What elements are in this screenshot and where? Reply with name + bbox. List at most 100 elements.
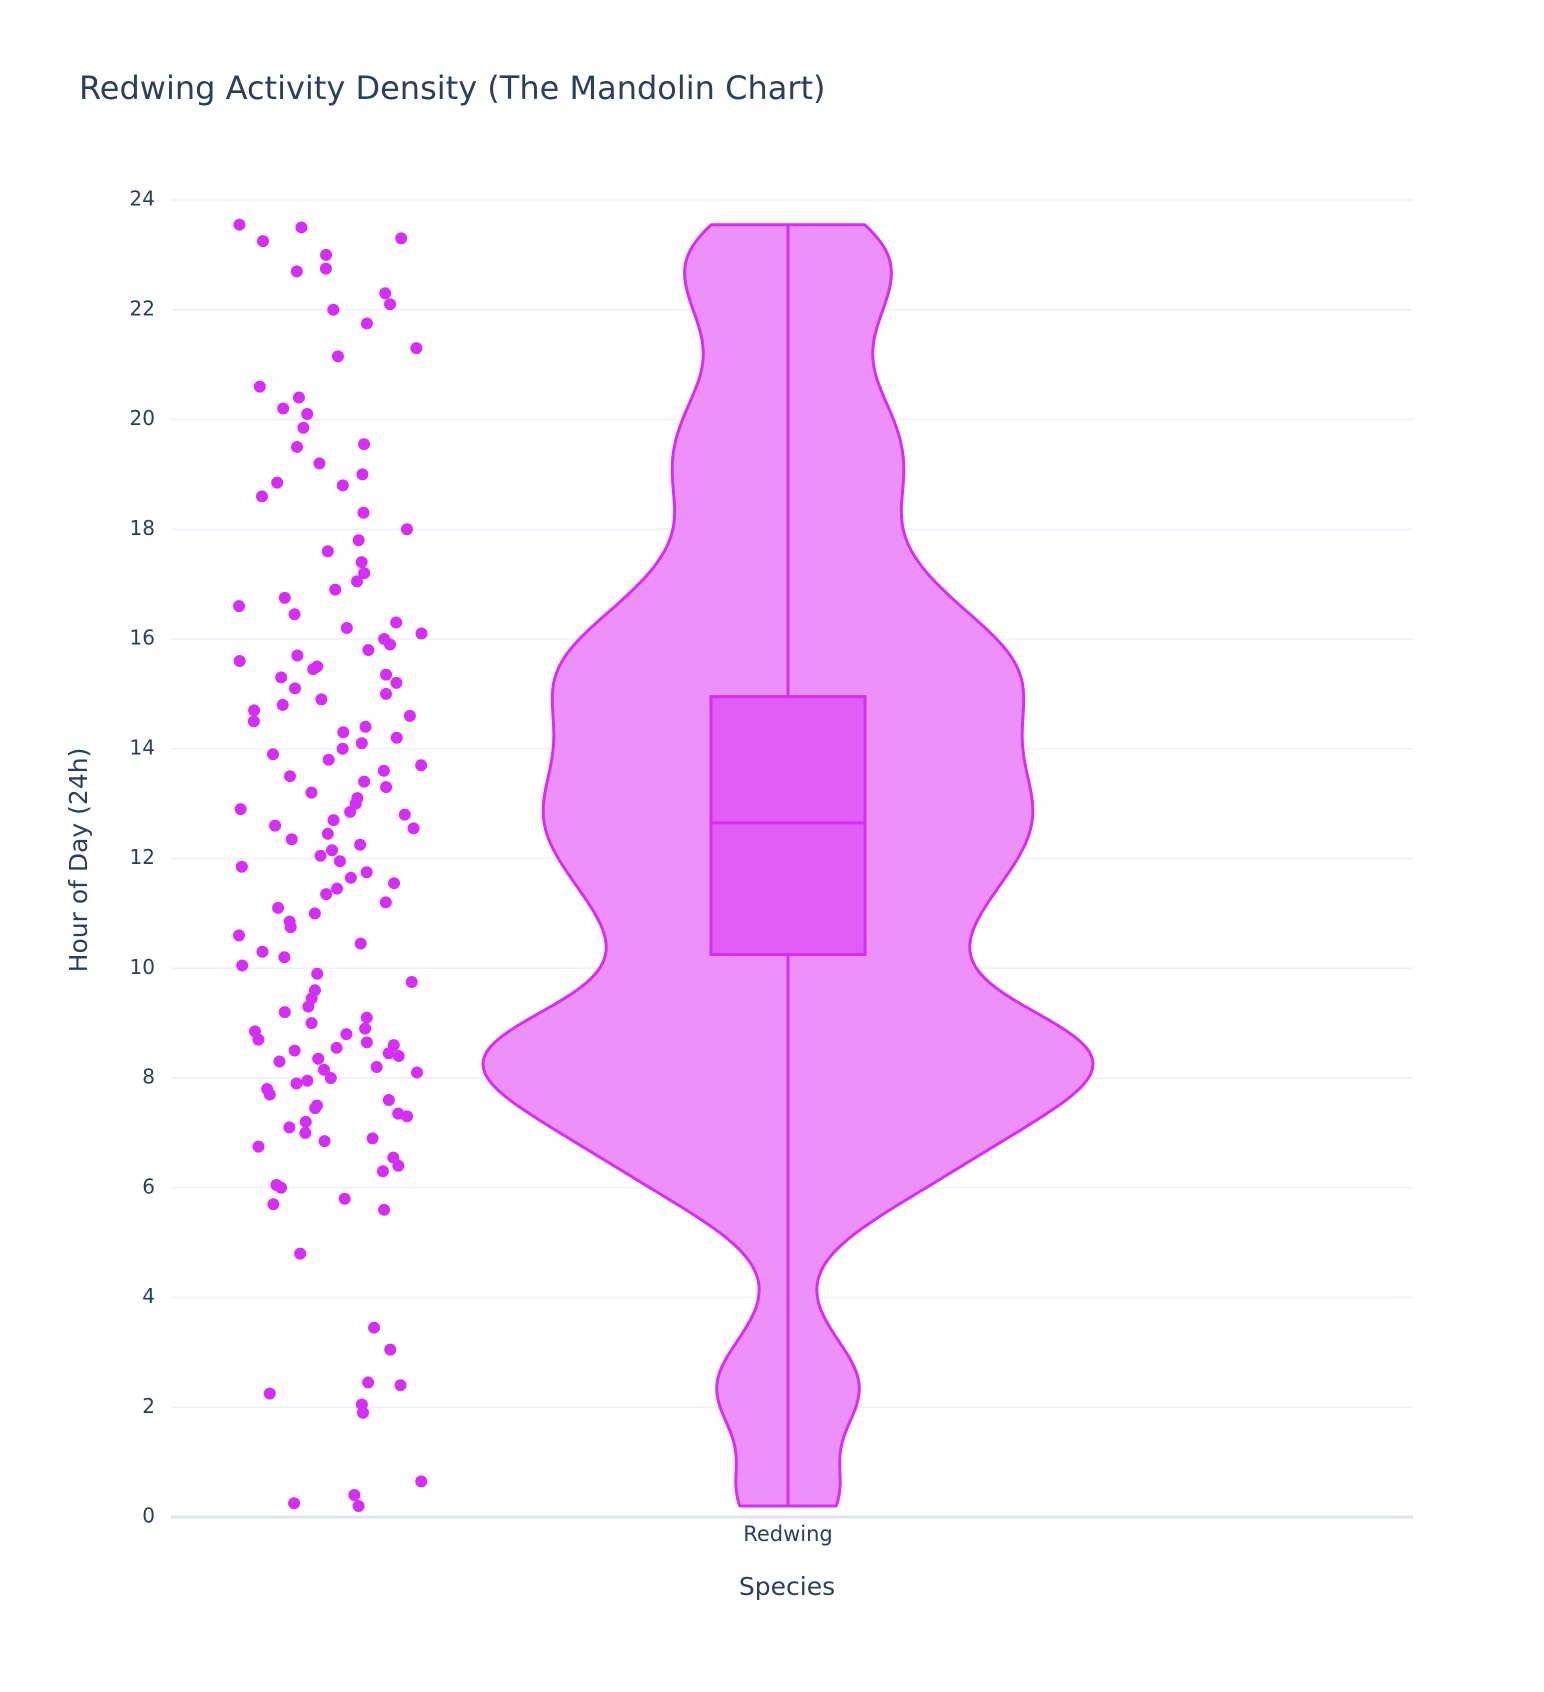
data-point <box>357 506 370 519</box>
data-point <box>315 693 328 706</box>
data-point <box>355 1398 368 1411</box>
data-point <box>288 682 301 695</box>
data-point <box>310 1099 323 1112</box>
data-point <box>247 715 260 728</box>
data-point <box>358 438 371 451</box>
data-point <box>311 967 324 980</box>
data-point <box>366 1132 379 1145</box>
data-point <box>267 748 280 761</box>
box <box>709 695 867 957</box>
data-point <box>360 1036 373 1049</box>
data-point <box>322 753 335 766</box>
data-point <box>320 888 333 901</box>
data-point <box>415 759 428 772</box>
data-point <box>340 622 353 635</box>
data-point <box>234 803 247 816</box>
data-point <box>283 1121 296 1134</box>
y-tick-label: 8 <box>142 1065 155 1089</box>
data-point <box>273 1055 286 1068</box>
data-point <box>400 523 413 536</box>
data-point <box>321 545 334 558</box>
data-point <box>337 726 350 739</box>
data-point <box>292 391 305 404</box>
y-tick-label: 2 <box>142 1394 155 1418</box>
data-point <box>248 1025 261 1038</box>
data-point <box>291 440 304 453</box>
data-point <box>301 1074 314 1087</box>
data-point <box>415 627 428 640</box>
data-point <box>312 1052 325 1065</box>
data-point <box>291 649 304 662</box>
data-point <box>272 901 285 914</box>
data-point <box>338 1192 351 1205</box>
data-point <box>305 1017 318 1030</box>
data-point <box>410 342 423 355</box>
data-point <box>252 1140 265 1153</box>
data-point <box>351 792 364 805</box>
data-point <box>294 1247 307 1260</box>
data-point <box>394 1379 407 1392</box>
data-point <box>333 855 346 868</box>
data-point <box>359 720 372 733</box>
data-point <box>362 1376 375 1389</box>
data-point <box>271 476 284 489</box>
data-point <box>261 1082 274 1095</box>
data-point <box>255 490 268 503</box>
data-point <box>387 1039 400 1052</box>
x-axis-title: Species <box>739 1572 835 1601</box>
chart-title: Redwing Activity Density (The Mandolin C… <box>79 69 826 107</box>
data-point <box>288 1497 301 1510</box>
data-point <box>253 380 266 393</box>
data-point <box>233 218 246 231</box>
y-tick-label: 22 <box>130 296 155 320</box>
data-point <box>376 1165 389 1178</box>
data-point <box>290 265 303 278</box>
x-tick-label: Redwing <box>743 1522 833 1546</box>
data-point <box>379 896 392 909</box>
data-point <box>285 833 298 846</box>
data-point <box>288 608 301 621</box>
y-axis-title: Hour of Day (24h) <box>64 748 93 973</box>
data-point <box>330 1041 343 1054</box>
data-point <box>348 1489 361 1502</box>
data-point <box>355 737 368 750</box>
data-point <box>384 298 397 311</box>
data-point <box>390 676 403 689</box>
data-point <box>355 556 368 569</box>
data-point <box>377 764 390 777</box>
data-point <box>392 1050 405 1063</box>
data-point <box>378 633 391 645</box>
data-point <box>362 643 375 656</box>
data-point <box>356 468 369 481</box>
data-point <box>283 915 296 928</box>
data-point <box>384 1343 397 1356</box>
y-tick-label: 4 <box>142 1284 155 1308</box>
data-point <box>276 698 289 711</box>
data-point <box>236 959 249 972</box>
y-tick-label: 20 <box>130 406 155 430</box>
data-point <box>308 907 321 920</box>
data-point <box>324 1072 337 1084</box>
y-tick-label: 12 <box>130 845 155 869</box>
data-point <box>358 567 371 580</box>
data-point <box>305 786 318 799</box>
data-point <box>319 262 332 275</box>
data-point <box>390 731 403 744</box>
data-point <box>278 591 291 604</box>
data-point <box>299 1115 312 1128</box>
y-tick-label: 10 <box>130 955 155 979</box>
data-point <box>311 660 324 673</box>
data-point <box>299 1126 312 1139</box>
y-tick-label: 6 <box>142 1174 155 1198</box>
data-point <box>295 221 308 234</box>
data-point <box>368 1321 381 1334</box>
y-tick-label: 18 <box>130 516 155 540</box>
data-point <box>233 600 246 613</box>
data-point <box>360 1011 373 1024</box>
data-point <box>331 882 344 895</box>
data-point <box>344 871 357 884</box>
y-tick-label: 14 <box>130 735 155 759</box>
data-point <box>351 575 364 588</box>
data-point <box>308 984 321 997</box>
